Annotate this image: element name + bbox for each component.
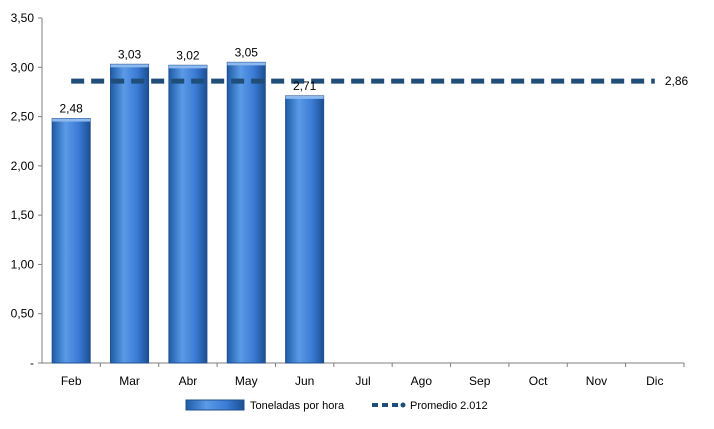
bar-top-highlight bbox=[168, 65, 207, 69]
x-tick-label: Jul bbox=[355, 374, 370, 388]
x-tick-label: Dic bbox=[646, 374, 663, 388]
bar-top-highlight bbox=[227, 62, 266, 66]
x-tick-label: Nov bbox=[586, 374, 607, 388]
x-tick-label: Ago bbox=[411, 374, 433, 388]
bar-top-highlight bbox=[110, 64, 149, 68]
bar bbox=[110, 63, 150, 364]
bar-data-label: 2,71 bbox=[293, 79, 317, 93]
y-tick-label: 1,50 bbox=[11, 208, 35, 222]
x-tick-label: Jun bbox=[295, 374, 314, 388]
data-labels: 2,48 3,03 3,02 3,05 2,71 2,86 bbox=[60, 45, 689, 115]
bar-series bbox=[51, 61, 325, 364]
bar-data-label: 3,05 bbox=[235, 45, 259, 59]
y-tick-label: 3,50 bbox=[11, 11, 35, 25]
bar bbox=[226, 61, 266, 364]
y-tick-label: 1,00 bbox=[11, 257, 35, 271]
x-tick-label: Oct bbox=[529, 374, 548, 388]
bar bbox=[51, 118, 91, 364]
bar-data-label: 2,48 bbox=[60, 102, 84, 116]
legend-bar-label: Toneladas por hora bbox=[250, 400, 345, 412]
y-tick-label: 2,50 bbox=[11, 110, 35, 124]
bar bbox=[285, 95, 325, 364]
average-line-label: 2,86 bbox=[665, 74, 689, 88]
chart-axes: - 0,50 1,00 1,50 2,00 2,50 3,00 3,50 Feb Mar Abr Ma… bbox=[11, 11, 685, 388]
legend-bar-swatch bbox=[185, 399, 245, 411]
x-tick-label: Abr bbox=[179, 374, 198, 388]
y-tick-label: 2,00 bbox=[11, 159, 35, 173]
y-tick-label: 0,50 bbox=[11, 307, 35, 321]
legend: Toneladas por hora Promedio 2.012 bbox=[185, 399, 488, 412]
legend-line-label: Promedio 2.012 bbox=[410, 400, 488, 412]
y-tick-label: 3,00 bbox=[11, 60, 35, 74]
bar bbox=[168, 64, 208, 364]
bar-data-label: 3,02 bbox=[176, 48, 200, 62]
legend-line-marker bbox=[400, 402, 406, 408]
x-tick-label: Feb bbox=[61, 374, 82, 388]
bar-data-label: 3,03 bbox=[118, 47, 142, 61]
bar-top-highlight bbox=[285, 95, 324, 99]
y-tick-label: - bbox=[30, 356, 34, 370]
x-tick-label: Mar bbox=[119, 374, 140, 388]
x-tick-label: May bbox=[235, 374, 258, 388]
x-tick-label: Sep bbox=[469, 374, 491, 388]
bar-top-highlight bbox=[52, 118, 91, 122]
